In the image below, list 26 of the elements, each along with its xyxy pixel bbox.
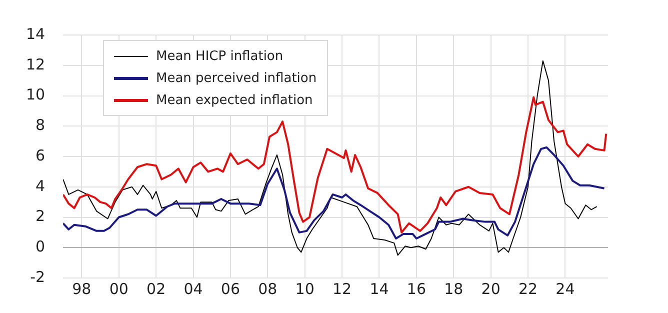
x-tick-label: 18 [444,280,464,298]
x-tick-label: 06 [220,280,240,298]
x-tick-label: 16 [406,280,426,298]
y-tick-label: 8 [36,116,46,134]
y-tick-label: -2 [30,268,46,286]
x-tick-label: 14 [370,280,389,298]
x-tick-label: 00 [109,280,128,298]
legend-label: Mean HICP inflation [156,48,284,64]
x-tick-label: 02 [146,280,166,298]
x-tick-label: 04 [184,280,203,298]
x-tick-label: 12 [332,280,352,298]
legend-label: Mean expected inflation [156,92,313,108]
y-tick-label: 2 [36,207,46,226]
y-tick-label: 14 [26,24,46,43]
y-tick-label: 0 [36,238,46,256]
x-tick-label: 24 [556,280,575,298]
y-tick-label: 10 [26,86,46,104]
x-tick-label: 98 [72,280,92,298]
y-tick-label: 12 [26,55,46,74]
y-tick-label: 4 [36,176,46,195]
legend-label: Mean perceived inflation [156,70,317,86]
x-tick-label: 10 [295,280,314,298]
x-tick-label: 08 [258,280,278,298]
x-tick-label: 20 [481,280,500,298]
x-tick-label: 22 [518,280,538,298]
y-tick-label: 6 [36,146,46,164]
